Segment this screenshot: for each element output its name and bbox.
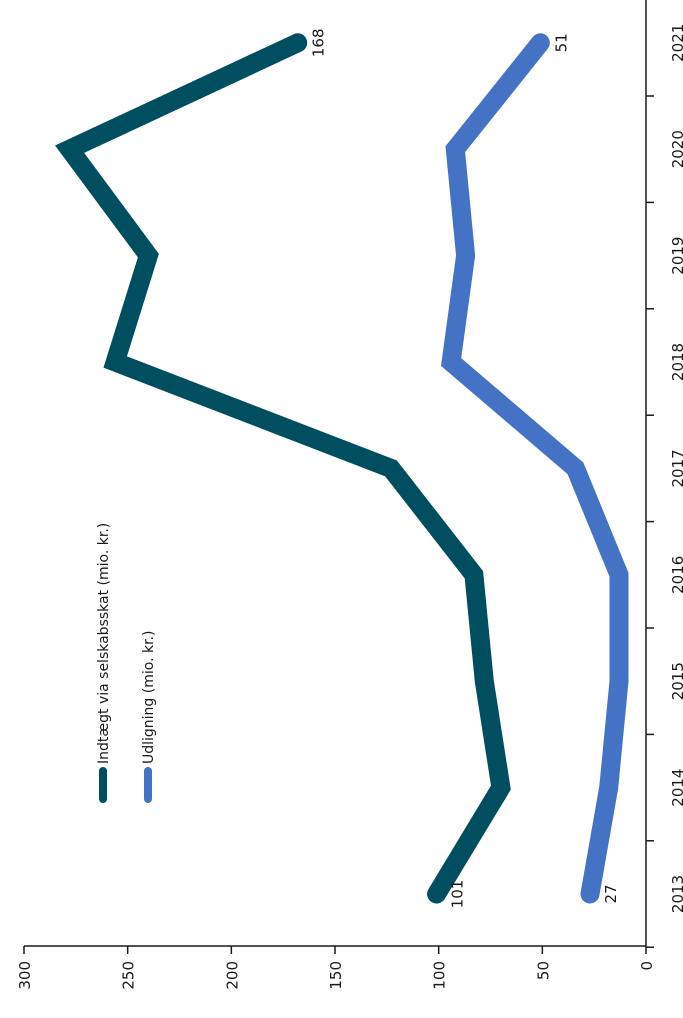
value-tick-label: 300 [16, 961, 34, 990]
series-line-udligning [440, 33, 629, 904]
series-layer [55, 33, 629, 904]
data-point [575, 467, 577, 469]
data-point [390, 467, 392, 469]
value-tick-label: 50 [534, 961, 552, 980]
data-point [539, 42, 541, 44]
value-tick-label: 100 [431, 961, 449, 990]
data-point [500, 787, 502, 789]
data-point [297, 42, 299, 44]
legend: Indtægt via selskabsskat (mio. kr.) Udlig… [96, 523, 157, 803]
chart-axes: 0 50 100 150 200 250 300 2013 2014 2015 2016 2017 20… [16, 0, 683, 990]
category-tick-label: 2020 [669, 130, 683, 168]
data-point [465, 255, 467, 257]
data-label-last: 51 [552, 33, 570, 52]
category-tick-label: 2015 [669, 662, 683, 700]
data-point [473, 574, 475, 576]
category-tick-label: 2014 [669, 769, 683, 807]
value-tick-label: 150 [327, 961, 345, 990]
data-label-first: 27 [602, 884, 620, 903]
series-line-indtaegt [55, 33, 511, 904]
data-point [450, 361, 452, 363]
category-tick-label: 2017 [669, 449, 683, 487]
data-point [589, 893, 591, 895]
category-tick-label: 2019 [669, 237, 683, 275]
data-point [454, 148, 456, 150]
data-point [618, 680, 620, 682]
data-point [147, 255, 149, 257]
data-point [114, 361, 116, 363]
legend-label: Udligning (mio. kr.) [141, 631, 157, 764]
value-tick-label: 250 [120, 961, 138, 990]
category-tick-label: 2013 [669, 875, 683, 913]
data-labels: 101 168 27 51 [310, 28, 620, 908]
data-point [618, 574, 620, 576]
value-tick-label: 200 [223, 961, 241, 990]
data-label-last: 168 [310, 28, 328, 57]
legend-label: Indtægt via selskabsskat (mio. kr.) [96, 523, 112, 764]
category-tick-label: 2021 [669, 24, 683, 62]
data-point [608, 787, 610, 789]
data-point [69, 148, 71, 150]
category-tick-label: 2018 [669, 343, 683, 381]
data-label-first: 101 [449, 880, 467, 909]
data-point [436, 893, 438, 895]
data-point [483, 680, 485, 682]
value-tick-label: 0 [638, 961, 656, 971]
category-tick-label: 2016 [669, 556, 683, 594]
